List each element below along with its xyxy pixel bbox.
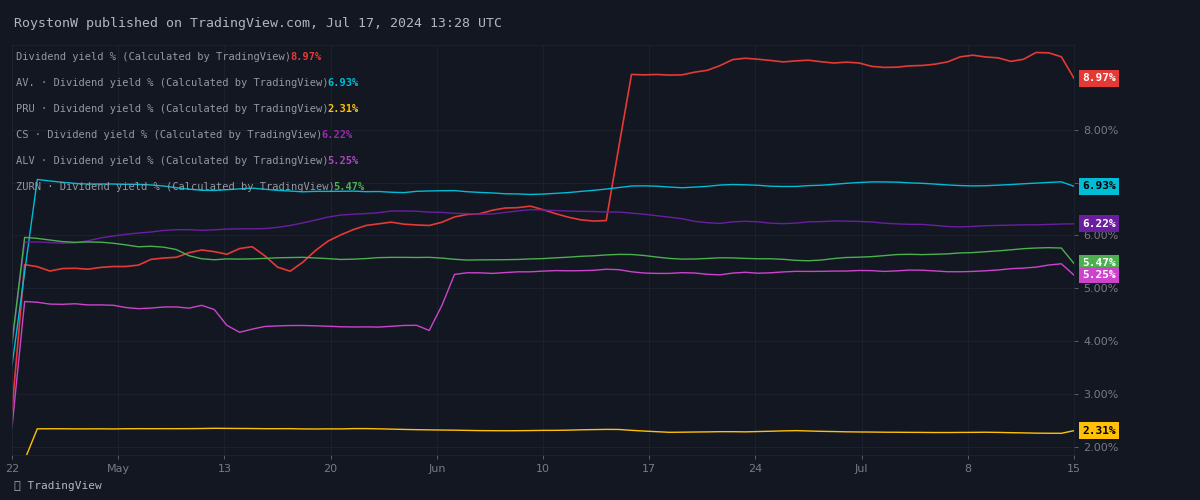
Text: ALV · Dividend yield % (Calculated by TradingView): ALV · Dividend yield % (Calculated by Tr… [16, 156, 341, 166]
Text: 5.25%: 5.25% [326, 156, 359, 166]
Text: CS · Dividend yield % (Calculated by TradingView): CS · Dividend yield % (Calculated by Tra… [16, 130, 335, 140]
Text: 5.47%: 5.47% [334, 182, 365, 192]
Text: 6.22%: 6.22% [320, 130, 352, 140]
Text: 8.97%: 8.97% [1082, 74, 1116, 84]
Text: 2.31%: 2.31% [326, 104, 359, 115]
Text: 8.97%: 8.97% [290, 52, 322, 62]
Text: 6.93%: 6.93% [1082, 182, 1116, 192]
Text: PRU · Dividend yield % (Calculated by TradingView): PRU · Dividend yield % (Calculated by Tr… [16, 104, 341, 115]
Text: Dividend yield % (Calculated by TradingView): Dividend yield % (Calculated by TradingV… [16, 52, 304, 62]
Text: 5.25%: 5.25% [1082, 270, 1116, 280]
Text: 5.47%: 5.47% [1082, 258, 1116, 268]
Text: AV. · Dividend yield % (Calculated by TradingView): AV. · Dividend yield % (Calculated by Tr… [16, 78, 341, 88]
Text: 6.93%: 6.93% [326, 78, 359, 88]
Text: 2.31%: 2.31% [1082, 426, 1116, 436]
Text: ZURN · Dividend yield % (Calculated by TradingView): ZURN · Dividend yield % (Calculated by T… [16, 182, 347, 192]
Text: ⧗ TradingView: ⧗ TradingView [14, 481, 102, 491]
Text: 6.22%: 6.22% [1082, 219, 1116, 229]
Text: RoystonW published on TradingView.com, Jul 17, 2024 13:28 UTC: RoystonW published on TradingView.com, J… [14, 18, 503, 30]
